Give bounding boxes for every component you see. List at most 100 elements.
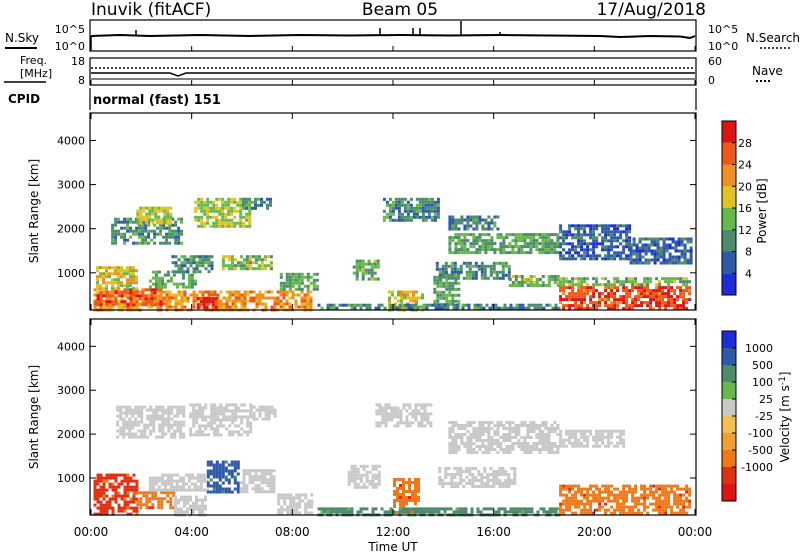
velocity-cell [122,420,126,424]
power-cell [300,275,304,279]
velocity-cell [126,500,130,504]
power-cell [463,245,467,249]
velocity-cell [471,479,475,482]
velocity-cell [116,423,120,427]
power-cell [616,236,620,240]
velocity-cell [160,479,164,483]
velocity-cell [228,424,232,428]
velocity-cell [362,473,366,477]
velocity-cell [187,488,191,492]
power-cell [622,224,626,228]
power-cell [589,298,593,302]
power-cell [96,269,99,273]
power-cell [245,212,249,216]
velocity-cell [437,507,441,511]
velocity-cell [652,484,656,488]
velocity-cell [236,466,240,470]
power-cell [450,276,454,280]
power-cell [536,306,540,310]
velocity-cell [541,448,545,451]
power-cell [655,289,659,293]
velocity-cell [511,430,515,433]
x-tick-label: 20:00 [577,525,612,539]
power-cell [111,241,115,245]
velocity-cell [518,510,522,514]
power-cell [589,224,593,228]
power-cell [266,206,269,210]
velocity-cell [565,487,569,491]
power-cell [242,258,246,262]
power-cell [187,273,191,277]
power-cell [415,209,419,213]
power-cell [210,264,214,268]
velocity-cell [148,488,152,492]
power-cell [559,245,563,249]
velocity-cell [128,426,132,430]
power-cell [613,298,617,302]
power-cell [409,299,412,303]
power-cell [108,294,112,298]
power-cell [388,299,391,303]
velocity-cell [263,490,267,494]
power-cell [650,237,654,241]
power-cell [628,224,632,228]
velocity-cell [465,482,469,485]
velocity-cell [169,482,173,486]
power-cell [514,278,518,281]
velocity-cell [481,421,485,424]
power-cell [613,233,617,237]
velocity-cell [192,406,196,410]
power-cell [243,293,247,297]
velocity-cell [233,469,237,473]
power-cell [168,296,172,300]
power-cell [586,245,590,249]
velocity-cell [517,424,521,427]
velocity-cell [206,484,210,488]
velocity-cell [240,415,244,419]
power-cell [159,229,163,233]
power-cell [151,218,155,222]
velocity-cell [474,479,478,482]
power-cell [524,306,528,310]
velocity-cell [535,442,539,445]
velocity-cell [213,418,217,422]
power-cell [649,307,653,311]
velocity-cell [257,478,261,482]
power-cell [148,285,152,289]
power-cell [550,248,554,252]
velocity-cell [169,497,173,501]
velocity-cell [402,493,405,496]
power-cell [667,289,671,293]
velocity-cell [266,469,270,473]
power-cell [294,299,298,303]
velocity-cell [589,432,593,436]
power-cell [335,306,339,310]
power-cell [679,304,683,308]
power-cell [165,241,169,245]
velocity-cell [492,470,496,473]
power-cell [659,249,663,253]
velocity-cell [255,408,259,412]
power-cell [472,227,476,231]
velocity-cell [520,424,524,427]
power-cell [180,232,184,236]
power-cell [447,264,451,268]
power-cell [248,206,252,210]
velocity-cell [481,427,485,430]
power-cell [156,294,160,298]
power-cell [151,206,155,210]
velocity-cell [196,476,200,480]
power-cell [604,239,608,243]
power-cell [592,230,596,234]
velocity-cell [589,508,593,512]
power-cell [400,296,403,300]
power-cell [507,273,511,277]
velocity-cell [469,451,473,454]
velocity-cell [607,496,611,500]
power-cell [196,303,200,307]
power-cell [468,261,472,265]
velocity-cell [481,451,485,454]
power-cell [619,280,623,284]
velocity-cell [508,445,512,448]
power-cell [129,297,133,301]
